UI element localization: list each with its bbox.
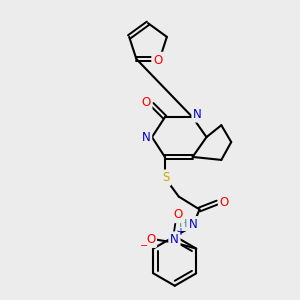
Text: N: N [170,233,179,246]
Text: N: N [193,108,202,121]
Text: H: H [178,219,187,229]
Text: +: + [176,227,184,237]
Text: O: O [174,208,183,221]
Text: N: N [142,130,150,144]
Text: O: O [141,96,151,109]
Text: N: N [189,218,198,231]
Text: O: O [220,196,229,209]
Text: O: O [146,233,155,246]
Text: O: O [153,53,162,67]
Text: S: S [162,171,169,184]
Text: −: − [140,241,148,250]
